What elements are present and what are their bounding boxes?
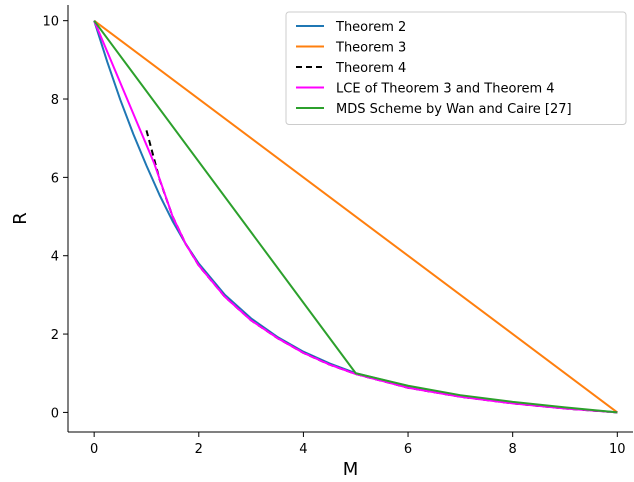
legend: Theorem 2 Theorem 3 Theorem 4 LCE of Theore… bbox=[285, 11, 627, 125]
y-tick-label: 4 bbox=[51, 250, 59, 265]
series-line-mds-scheme-by-wan-and-caire-27 bbox=[93, 20, 618, 414]
legend-box bbox=[285, 11, 627, 125]
y-axis-title: R bbox=[10, 212, 31, 225]
y-tick-label: 6 bbox=[51, 171, 59, 186]
legend-label: Theorem 2 bbox=[335, 20, 406, 35]
series-line-theorem-3 bbox=[93, 19, 618, 414]
legend-label: Theorem 4 bbox=[335, 61, 406, 76]
y-tick-label: 2 bbox=[51, 328, 59, 343]
x-tick-label: 6 bbox=[404, 442, 412, 457]
x-axis-title: M bbox=[343, 459, 359, 480]
y-tick-label: 10 bbox=[42, 15, 59, 30]
series-line-lce-of-theorem-3-and-theorem-4 bbox=[93, 20, 618, 414]
x-tick-label: 10 bbox=[609, 442, 626, 457]
y-tick-label: 0 bbox=[51, 406, 59, 421]
legend-label: Theorem 3 bbox=[335, 41, 406, 56]
x-tick-label: 4 bbox=[299, 442, 307, 457]
x-tick-label: 2 bbox=[195, 442, 203, 457]
y-axis: 0 2 4 6 8 10 bbox=[42, 15, 68, 421]
axes-frame bbox=[67, 5, 633, 433]
y-tick-label: 8 bbox=[51, 93, 59, 108]
series-line-theorem-4 bbox=[145, 130, 618, 414]
plot-area bbox=[93, 19, 618, 414]
x-axis: 0 2 4 6 8 10 bbox=[90, 432, 626, 457]
legend-label: LCE of Theorem 3 and Theorem 4 bbox=[336, 82, 555, 97]
x-tick-label: 0 bbox=[90, 442, 98, 457]
x-tick-label: 8 bbox=[509, 442, 517, 457]
legend-label: MDS Scheme by Wan and Caire [27] bbox=[336, 102, 572, 117]
